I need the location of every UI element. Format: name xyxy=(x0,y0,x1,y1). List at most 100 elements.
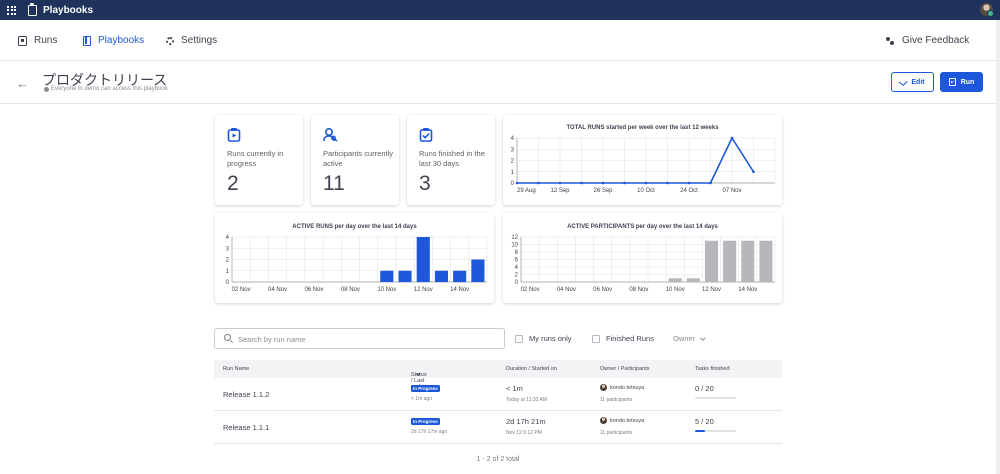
participants: 11 participants xyxy=(600,430,633,436)
y-tick-label: 0 xyxy=(226,280,230,286)
chart-line xyxy=(517,136,755,184)
x-tick-label: 12 Nov xyxy=(414,287,433,293)
chart-bar xyxy=(759,240,773,282)
y-tick-label: 4 xyxy=(226,235,230,241)
chart-point xyxy=(644,181,648,185)
edit-button[interactable]: Edit xyxy=(891,72,934,92)
search-input[interactable] xyxy=(238,332,498,346)
nav-playbooks-label: Playbooks xyxy=(98,35,145,46)
last-update: < 1m ago xyxy=(411,396,432,402)
stat-value: 3 xyxy=(419,172,431,195)
x-tick-label: 29 Aug xyxy=(517,188,536,194)
col-run-name: Run Name xyxy=(223,366,250,372)
started-on: Today at 11:33 AM xyxy=(506,397,548,403)
page-title: プロダクトリリース xyxy=(42,72,168,88)
chart-bar xyxy=(686,278,700,282)
scrollbar[interactable] xyxy=(996,20,1000,474)
my-runs-only-checkbox[interactable]: My runs only xyxy=(515,334,572,343)
finished-runs-label: Finished Runs xyxy=(606,334,654,343)
nav-playbooks[interactable]: Playbooks xyxy=(83,35,144,46)
avatar xyxy=(600,384,607,391)
active-runs-chart: 4 3 2 1 002 Nov 04 Nov 06 Nov 08 Nov 10 Nov 12 No… xyxy=(226,235,488,293)
owner-filter-dropdown[interactable]: Owner xyxy=(673,334,706,343)
x-tick-label: 06 Nov xyxy=(593,287,612,293)
chart-point xyxy=(601,181,605,185)
chart-point xyxy=(730,136,734,140)
y-tick-label: 4 xyxy=(511,136,515,142)
tasks-progress-bar xyxy=(695,397,736,399)
chart-bar xyxy=(380,270,394,282)
playbooks-app-icon xyxy=(28,2,37,16)
chart-point xyxy=(687,181,691,185)
owner: kondo.tetsuya xyxy=(600,384,644,391)
x-tick-label: 04 Nov xyxy=(557,287,576,293)
status-badge: In Progress xyxy=(411,418,440,425)
chevron-down-icon xyxy=(700,335,706,340)
tasks-finished: 0 / 20 xyxy=(695,384,714,393)
user-avatar[interactable] xyxy=(980,3,994,17)
back-arrow-icon[interactable]: ← xyxy=(16,76,29,91)
stat-label: Runs finished in the last 30 days xyxy=(419,149,485,168)
chart-point xyxy=(537,181,540,185)
y-tick-label: 1 xyxy=(226,269,230,275)
pencil-icon xyxy=(898,78,908,86)
stat-card-participants-active: Participants currently active 11 xyxy=(311,115,399,205)
nav-runs-label: Runs xyxy=(34,35,58,46)
chart-title: ACTIVE RUNS per day over the last 14 day… xyxy=(292,224,417,230)
chart-bar xyxy=(453,270,467,282)
owner-name: kondo.tetsuya xyxy=(610,384,645,391)
runs-finished-icon xyxy=(419,128,433,142)
chart-title: ACTIVE PARTICIPANTS per day over the las… xyxy=(567,224,718,230)
chart-point xyxy=(558,181,562,185)
search-icon xyxy=(224,334,231,341)
nav-runs[interactable]: Runs xyxy=(18,35,57,46)
chart-bar xyxy=(704,240,719,282)
give-feedback-button[interactable]: Give Feedback xyxy=(886,35,969,46)
col-duration: Duration / Started on xyxy=(506,366,557,372)
chart-point xyxy=(515,181,519,185)
x-tick-label: 04 Nov xyxy=(268,287,287,293)
chart-bar xyxy=(668,278,682,282)
stat-label: Runs currently in progress xyxy=(227,149,284,168)
y-tick-label: 12 xyxy=(511,235,518,241)
x-tick-label: 06 Nov xyxy=(304,287,323,293)
x-tick-label: 10 Nov xyxy=(666,287,685,293)
playbooks-icon xyxy=(83,35,91,46)
chart-bar xyxy=(398,270,412,282)
total-runs-chart-card: TOTAL RUNS started per week over the las… xyxy=(503,115,782,205)
y-tick-label: 10 xyxy=(511,243,518,249)
table-row[interactable]: Release 1.1.1 In Progress 2d 17h 17m ago… xyxy=(214,411,782,444)
duration: 2d 17h 21m xyxy=(506,417,546,426)
x-tick-label: 14 Nov xyxy=(738,287,757,293)
chart-bar xyxy=(741,240,755,282)
my-runs-only-label: My runs only xyxy=(529,334,572,343)
table-row[interactable]: Release 1.1.2 In Progress < 1m ago < 1m … xyxy=(214,378,782,411)
access-note-text: Everyone in demo can access this playboo… xyxy=(51,86,168,92)
last-update: 2d 17h 17m ago xyxy=(411,429,448,435)
owner: kondo.tetsuya xyxy=(600,417,644,424)
stat-card-runs-finished: Runs finished in the last 30 days 3 xyxy=(407,115,495,205)
checkbox-box[interactable] xyxy=(515,334,523,343)
run-button[interactable]: Run xyxy=(940,72,983,92)
app-title: Playbooks xyxy=(43,4,94,16)
chart-point xyxy=(666,181,669,185)
main-nav: Runs Playbooks Settings Give Feedback xyxy=(0,20,1000,61)
gear-icon xyxy=(166,36,174,45)
x-tick-label: 08 Nov xyxy=(341,287,360,293)
product-menu-icon[interactable] xyxy=(7,5,16,15)
run-name[interactable]: Release 1.1.2 xyxy=(223,390,270,399)
participants-icon xyxy=(323,127,338,142)
run-name[interactable]: Release 1.1.1 xyxy=(223,423,270,432)
finished-runs-checkbox[interactable]: Finished Runs xyxy=(592,334,654,343)
runs-table: Run Name Status / Last update Duration /… xyxy=(214,360,782,444)
playbook-header: ← プロダクトリリース Everyone in demo can access … xyxy=(0,61,1000,104)
nav-settings[interactable]: Settings xyxy=(166,35,217,46)
pagination-summary: 1 - 2 of 2 total xyxy=(476,456,520,463)
y-tick-label: 6 xyxy=(515,258,519,264)
access-note: Everyone in demo can access this playboo… xyxy=(44,86,168,92)
y-tick-label: 3 xyxy=(511,147,515,153)
tasks-progress-bar xyxy=(695,430,736,432)
checkbox-box[interactable] xyxy=(592,334,600,343)
y-tick-label: 0 xyxy=(515,280,519,286)
